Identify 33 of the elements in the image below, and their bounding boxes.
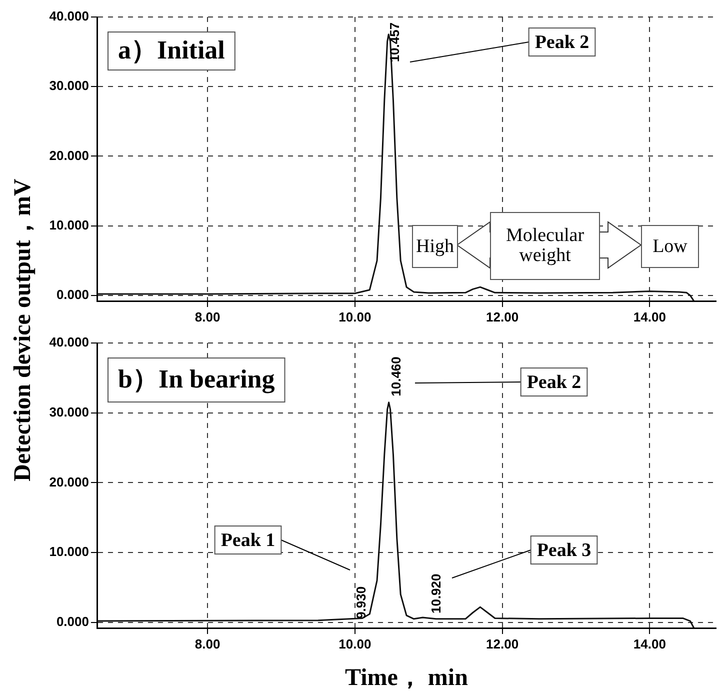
x-tick-label: 10.00 (338, 636, 372, 652)
y-tick-label: 20.000 (49, 148, 89, 163)
y-tick-label: 40.000 (49, 8, 89, 24)
y-tick-label: 30.000 (49, 78, 89, 94)
annotation: 10.920 (428, 574, 444, 614)
x-tick-label: 12.00 (486, 309, 519, 324)
annotation: High (412, 225, 458, 268)
y-tick-label: 40.000 (49, 334, 89, 350)
x-tick-label: 14.00 (633, 636, 666, 652)
annotation: Peak 3 (536, 540, 592, 561)
annotation: 10.460 (388, 356, 404, 396)
x-axis-title: Time， min (345, 664, 468, 691)
x-tick-label: 14.00 (633, 309, 666, 324)
x-tick-label: 10.00 (338, 309, 372, 324)
y-tick-label: 10.000 (49, 544, 89, 560)
y-tick-label: 30.000 (49, 404, 89, 420)
y-axis-title: Detection device output，mV (9, 178, 37, 482)
annotation: Peak 2 (534, 32, 590, 53)
annotation: 9.930 (353, 586, 368, 619)
x-tick-label: 12.00 (486, 636, 519, 652)
annotation: Peak 2 (526, 372, 582, 393)
y-tick-label: 0.000 (56, 614, 89, 629)
y-tick-label: 10.000 (49, 217, 89, 232)
annotation: Peak 1 (220, 530, 276, 551)
x-tick-label: 8.00 (194, 636, 220, 652)
annotation: Low (641, 225, 699, 268)
text: b）In bearing (118, 364, 275, 394)
y-tick-label: 20.000 (49, 474, 89, 490)
annotation: Molecular weight (490, 212, 600, 280)
x-tick-label: 8.00 (194, 309, 220, 324)
text: a）Initial (118, 36, 225, 65)
annotation: 10.457 (387, 22, 402, 62)
y-tick-label: 0.000 (56, 287, 89, 302)
